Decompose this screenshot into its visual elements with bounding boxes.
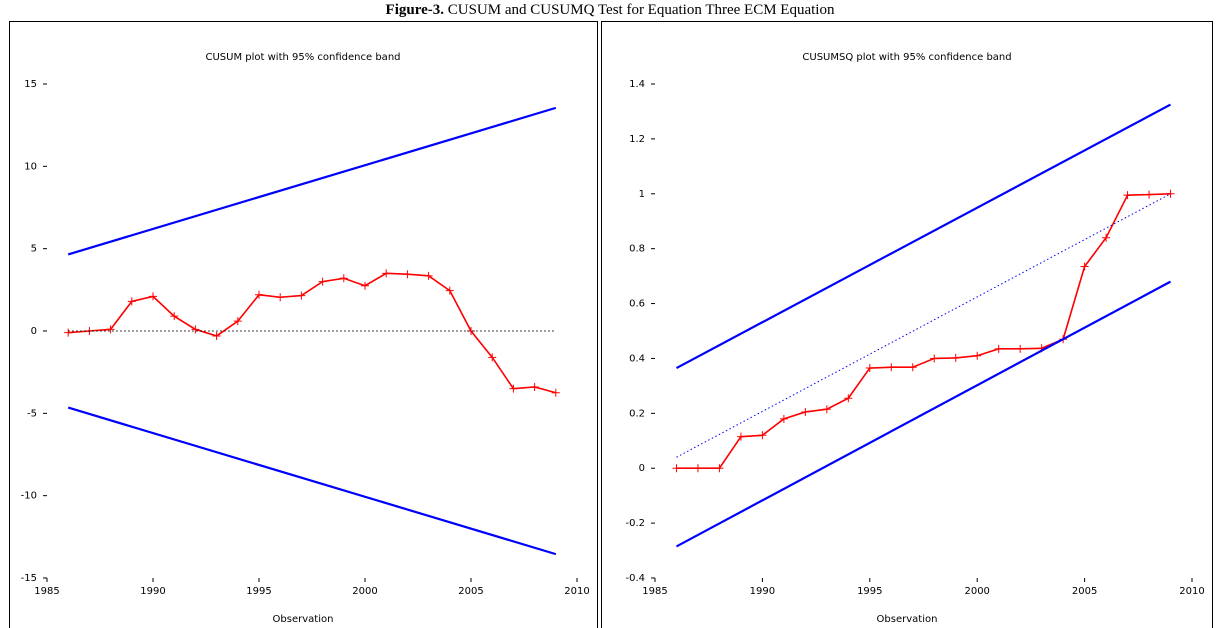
series-line (676, 193, 1171, 458)
y-tick-label: 0.8 (629, 244, 645, 255)
point-marker (887, 363, 896, 372)
panel-border (9, 21, 598, 628)
point-marker (488, 353, 497, 362)
point-marker (297, 291, 306, 300)
series-line (68, 272, 557, 394)
caption-label: Figure-3. (386, 2, 445, 18)
x-axis-label: Observation (877, 614, 938, 625)
x-tick-label: 2005 (458, 586, 483, 597)
y-tick-label: -10 (21, 491, 37, 502)
point-marker (951, 353, 960, 362)
y-tick-label: 0.6 (629, 299, 645, 310)
x-tick-label: 1985 (34, 586, 59, 597)
y-tick-label: -0.4 (625, 573, 645, 584)
point-marker (509, 384, 518, 393)
point-marker (1145, 190, 1154, 199)
point-marker (191, 325, 200, 334)
point-marker (127, 297, 136, 306)
series-line (675, 280, 1172, 548)
point-marker (801, 407, 810, 416)
x-axis-label: Observation (273, 614, 334, 625)
y-tick-label: 0.4 (629, 353, 645, 364)
y-tick-label: 15 (24, 79, 37, 90)
point-marker (403, 270, 412, 279)
point-marker (255, 290, 263, 299)
x-tick-label: 1995 (246, 586, 271, 597)
point-marker (865, 364, 874, 373)
point-marker (736, 432, 745, 441)
y-tick-label: 0.2 (629, 408, 645, 419)
y-tick-label: -15 (21, 573, 37, 584)
y-tick-label: 5 (31, 244, 37, 255)
point-marker (339, 274, 348, 283)
y-tick-label: 1.4 (629, 79, 645, 90)
series-line (67, 406, 557, 556)
x-tick-label: 1990 (750, 586, 775, 597)
point-marker (233, 317, 242, 326)
point-marker (1016, 344, 1025, 353)
point-marker (106, 325, 115, 334)
x-tick-label: 2000 (352, 586, 377, 597)
point-marker (822, 405, 831, 414)
y-tick-label: 0 (639, 463, 645, 474)
point-marker (994, 344, 1003, 353)
point-marker (551, 388, 560, 397)
point-marker (424, 271, 433, 280)
point-marker (445, 286, 454, 295)
point-marker (1102, 233, 1111, 242)
point-marker (276, 293, 285, 302)
y-tick-label: 1.2 (629, 134, 645, 145)
y-tick-label: -5 (27, 408, 37, 419)
point-marker (1080, 262, 1089, 271)
series-line (675, 103, 1172, 370)
y-tick-label: -0.2 (625, 518, 645, 529)
y-tick-label: 0 (31, 326, 37, 337)
point-marker (212, 331, 221, 340)
point-marker (170, 312, 179, 321)
point-marker (1166, 189, 1175, 198)
point-marker (779, 414, 788, 423)
series-line (676, 192, 1171, 470)
y-tick-label: 1 (639, 189, 645, 200)
point-marker (530, 382, 539, 391)
point-marker (361, 281, 369, 290)
chart-title: CUSUMSQ plot with 95% confidence band (802, 52, 1011, 63)
point-marker (844, 394, 853, 403)
y-tick-label: 10 (24, 161, 37, 172)
chart-title: CUSUM plot with 95% confidence band (206, 52, 401, 63)
panel-border (601, 21, 1213, 628)
point-marker (64, 328, 73, 337)
x-tick-label: 2010 (1179, 586, 1204, 597)
point-marker (908, 363, 917, 372)
point-marker (149, 292, 157, 301)
point-marker (973, 351, 982, 360)
point-marker (693, 464, 702, 473)
x-tick-label: 1990 (140, 586, 165, 597)
caption: Figure-3. CUSUM and CUSUMQ Test for Equa… (386, 2, 835, 18)
point-marker (930, 354, 939, 363)
x-tick-label: 1995 (857, 586, 882, 597)
point-marker (318, 277, 327, 286)
series-line (67, 106, 557, 256)
point-marker (382, 269, 391, 278)
x-tick-label: 2000 (964, 586, 989, 597)
x-tick-label: 2005 (1072, 586, 1097, 597)
x-tick-label: 2010 (564, 586, 589, 597)
point-marker (715, 464, 724, 473)
caption-text: CUSUM and CUSUMQ Test for Equation Three… (448, 2, 835, 18)
point-marker (672, 464, 681, 473)
point-marker (758, 431, 767, 440)
x-tick-label: 1985 (642, 586, 667, 597)
point-marker (1123, 191, 1132, 200)
